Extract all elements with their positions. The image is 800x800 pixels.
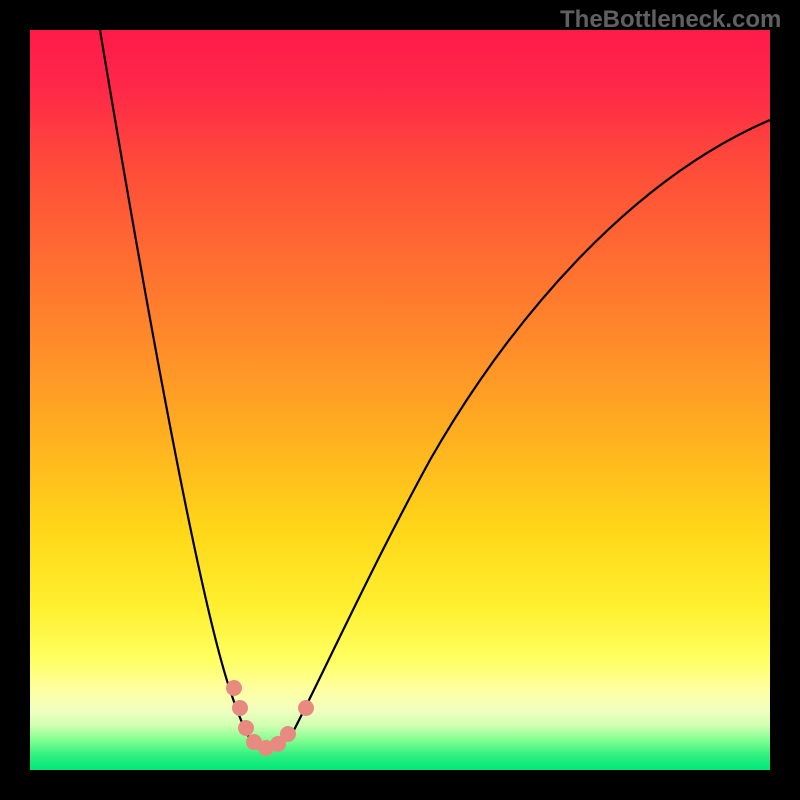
chart-svg (30, 30, 770, 770)
gradient-background (30, 30, 770, 770)
marker-dot (232, 700, 248, 716)
chart-plot-area (30, 30, 770, 770)
marker-dot (238, 720, 254, 736)
watermark-text: TheBottleneck.com (560, 6, 781, 34)
marker-dot (280, 726, 296, 742)
marker-dot (226, 680, 242, 696)
marker-dot (298, 700, 314, 716)
